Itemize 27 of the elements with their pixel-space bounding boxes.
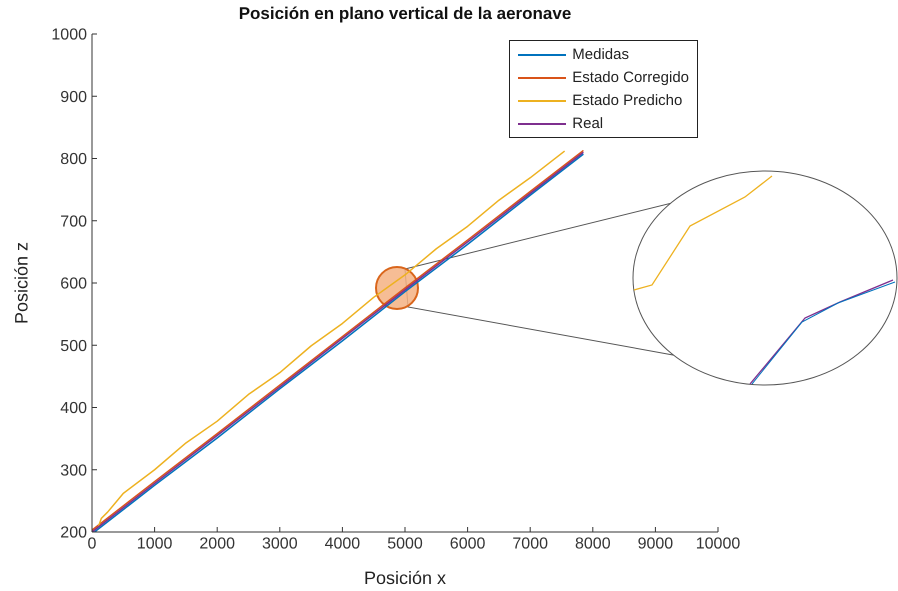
y-tick-label: 500 xyxy=(60,338,88,355)
x-tick-label: 6000 xyxy=(450,535,486,552)
y-tick-label: 900 xyxy=(60,88,88,106)
chart-title: Posición en plano vertical de la aeronave xyxy=(238,4,572,24)
legend-label: Medidas xyxy=(571,45,630,65)
x-tick-label: 2000 xyxy=(199,535,236,552)
y-tick-label: 600 xyxy=(60,276,88,293)
y-tick-label: 800 xyxy=(60,151,88,168)
legend-label: Estado Corregido xyxy=(571,68,689,88)
x-tick-label: 7000 xyxy=(512,535,548,552)
y-axis-title: Posición z xyxy=(12,242,32,324)
x-tick-label: 4000 xyxy=(324,535,360,552)
x-tick-label: 9000 xyxy=(638,535,674,552)
x-tick-label: 8000 xyxy=(575,535,611,552)
y-tick-label: 400 xyxy=(60,400,88,418)
x-tick-label: 10000 xyxy=(696,535,740,552)
legend-label: Estado Predicho xyxy=(571,91,684,111)
y-tick-label: 200 xyxy=(60,524,88,542)
y-tick-label: 1000 xyxy=(51,26,88,44)
x-tick-label: 0 xyxy=(88,535,97,552)
x-axis-title: Posición x xyxy=(362,568,448,589)
x-tick-label: 5000 xyxy=(387,535,423,552)
y-tick-label: 700 xyxy=(60,213,88,230)
legend-label: Real xyxy=(571,114,604,134)
y-tick-label: 300 xyxy=(60,462,88,480)
x-tick-label: 3000 xyxy=(262,535,298,552)
x-tick-label: 1000 xyxy=(136,535,172,552)
